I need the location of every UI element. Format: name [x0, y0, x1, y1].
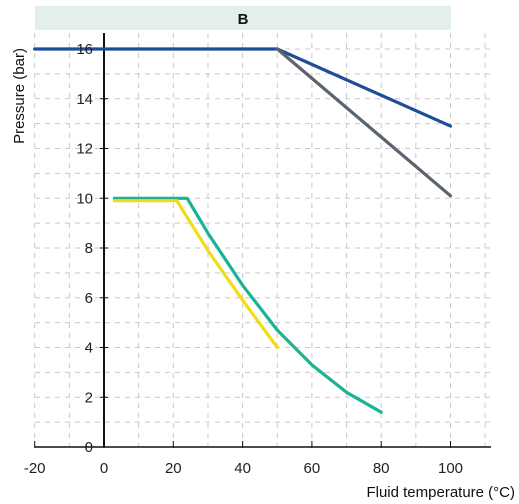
x-axis-title: Fluid temperature (°C) [366, 484, 515, 501]
x-tick-label: 40 [234, 460, 251, 477]
y-tick-label: 16 [76, 41, 93, 58]
series-line-3 [112, 196, 383, 414]
y-axis-title: Pressure (bar) [11, 48, 28, 144]
y-tick-label: 0 [85, 439, 93, 456]
y-tick-label: 10 [76, 190, 93, 207]
series-line-4 [112, 199, 279, 350]
series-lines [33, 47, 453, 414]
y-tick-label: 6 [85, 290, 93, 307]
y-tick-label: 2 [85, 389, 93, 406]
panel-label: B [238, 11, 249, 28]
x-tick-label: 20 [165, 460, 182, 477]
x-tick-label: -20 [24, 460, 46, 477]
y-tick-label: 12 [76, 141, 93, 158]
y-tick-label: 8 [85, 240, 93, 257]
y-tick-label: 14 [76, 91, 93, 108]
x-tick-label: 80 [373, 460, 390, 477]
axes [34, 33, 491, 448]
grid [34, 33, 491, 447]
x-tick-label: 60 [304, 460, 321, 477]
y-tick-label: 4 [85, 340, 93, 357]
x-tick-label: 100 [438, 460, 463, 477]
series-line-2 [275, 47, 453, 198]
panel-header-band [35, 6, 451, 30]
x-tick-label: 0 [100, 460, 108, 477]
tick-labels: -20 0 20 40 60 80 100 0 2 4 6 8 10 12 14 16 [24, 41, 463, 477]
